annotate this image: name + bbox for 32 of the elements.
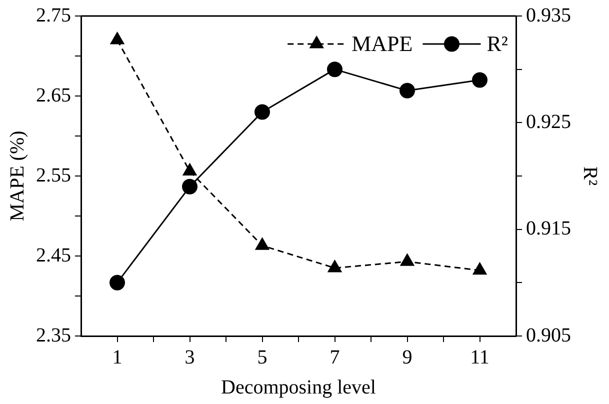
y-tick-label: 2.65: [36, 84, 71, 106]
y2-tick-label: 0.915: [526, 218, 571, 240]
y-axis-title: MAPE (%): [6, 130, 28, 222]
y2-tick-label: 0.925: [526, 110, 571, 133]
point: [110, 274, 125, 290]
point: [255, 238, 270, 250]
legend-label: R²: [486, 30, 508, 56]
point: [182, 163, 197, 176]
x-tick-label: 5: [257, 346, 268, 368]
y2-tick-label: 0.935: [526, 4, 571, 26]
x-tick-label: 3: [184, 346, 195, 368]
x-tick-label: 7: [330, 346, 340, 368]
point: [254, 104, 270, 120]
point: [327, 62, 342, 78]
point: [400, 82, 415, 98]
point: [400, 254, 414, 266]
point: [472, 262, 487, 275]
point: [110, 32, 124, 44]
y-tick-label: 2.75: [36, 4, 71, 26]
point: [472, 72, 488, 88]
y-tick-label: 2.35: [36, 324, 71, 346]
point: [182, 178, 198, 194]
x-tick-label: 11: [470, 346, 490, 368]
x-tick-label: 9: [402, 346, 412, 368]
legend-label: MAPE: [352, 30, 413, 56]
y2-tick-label: 0.905: [526, 324, 571, 346]
y2-axis-title: R²: [578, 166, 601, 186]
x-tick-label: 1: [112, 346, 122, 368]
x-axis-title: Decomposing level: [221, 376, 376, 398]
y-tick-label: 2.45: [36, 244, 71, 266]
y-tick-label: 2.55: [36, 164, 71, 186]
point: [328, 260, 342, 272]
